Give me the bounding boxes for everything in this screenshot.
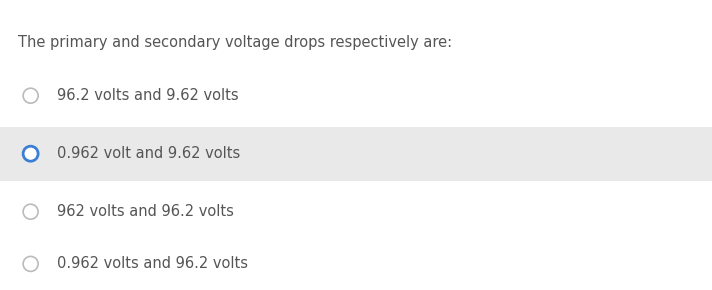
Ellipse shape — [23, 204, 38, 219]
Ellipse shape — [23, 88, 38, 103]
Text: 0.962 volts and 96.2 volts: 0.962 volts and 96.2 volts — [57, 256, 248, 271]
Text: The primary and secondary voltage drops respectively are:: The primary and secondary voltage drops … — [18, 35, 452, 50]
Text: 962 volts and 96.2 volts: 962 volts and 96.2 volts — [57, 204, 234, 219]
FancyBboxPatch shape — [0, 127, 712, 180]
Text: 96.2 volts and 9.62 volts: 96.2 volts and 9.62 volts — [57, 88, 239, 103]
Ellipse shape — [23, 256, 38, 271]
Ellipse shape — [23, 146, 38, 161]
Text: 0.962 volt and 9.62 volts: 0.962 volt and 9.62 volts — [57, 146, 240, 161]
